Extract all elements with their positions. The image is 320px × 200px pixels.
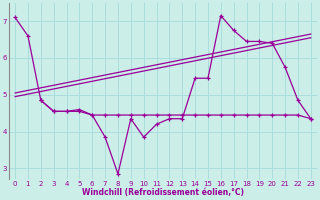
X-axis label: Windchill (Refroidissement éolien,°C): Windchill (Refroidissement éolien,°C) — [82, 188, 244, 197]
